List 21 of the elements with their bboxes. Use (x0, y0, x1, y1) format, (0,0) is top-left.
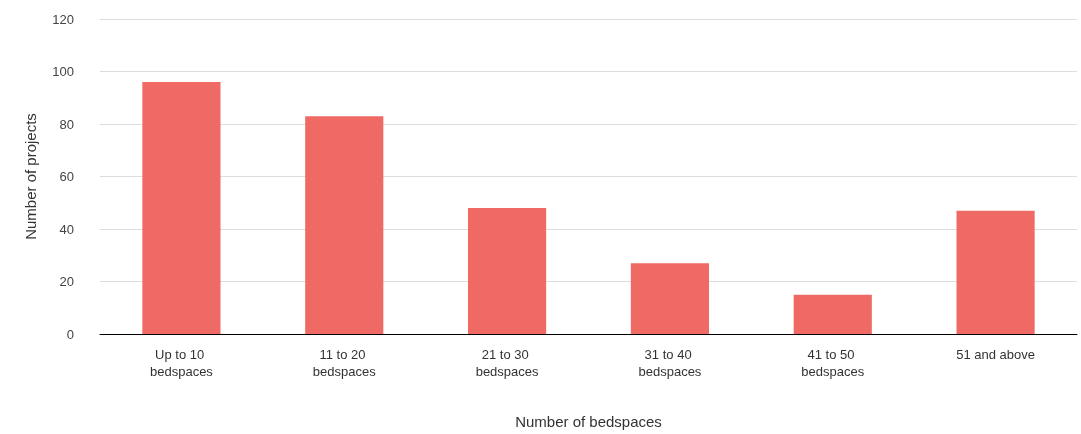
bar (142, 82, 221, 334)
y-tick-label: 80 (59, 116, 74, 132)
bar (956, 210, 1035, 334)
y-tick-label: 60 (59, 169, 74, 184)
y-tick-label: 40 (59, 221, 74, 237)
x-tick-label: Up to 10 bedspaces (149, 347, 214, 379)
x-tick-label: 41 to 50 bedspaces (801, 347, 865, 379)
x-axis-title: Number of bedspaces (515, 413, 662, 430)
bar (305, 116, 384, 334)
x-tick-label: 21 to 30 bedspaces (475, 347, 540, 379)
y-tick-label: 100 (52, 64, 74, 79)
bar (630, 263, 709, 334)
bar (793, 294, 872, 334)
bar (468, 208, 547, 334)
y-tick-label: 120 (52, 11, 74, 27)
y-tick-label: 0 (66, 326, 74, 342)
x-tick-label: 51 and above (956, 347, 1035, 362)
y-axis-title: Number of projects (22, 113, 39, 240)
x-tick-label: 31 to 40 bedspaces (638, 347, 702, 379)
x-tick-label: 11 to 20 bedspaces (312, 347, 377, 379)
y-tick-label: 20 (59, 274, 74, 289)
